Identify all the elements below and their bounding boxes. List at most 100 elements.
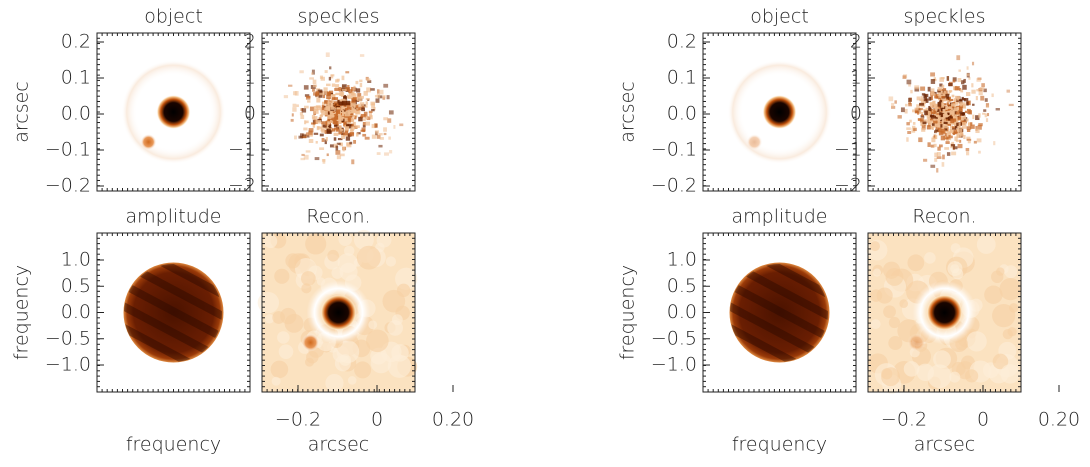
speckle	[322, 91, 328, 95]
speckle	[904, 108, 908, 114]
speckle	[333, 97, 339, 101]
speckle	[923, 119, 929, 124]
speckle	[355, 80, 359, 85]
speckle	[964, 110, 967, 114]
speckle	[959, 139, 962, 143]
speckle	[345, 122, 350, 128]
x-axis-label: frequency	[126, 434, 221, 456]
speckle	[954, 129, 957, 134]
speckle	[318, 94, 323, 98]
recon-noise	[343, 245, 355, 257]
speckle	[963, 78, 966, 83]
speckle	[301, 108, 307, 113]
speckle	[920, 96, 923, 100]
speckle	[983, 109, 987, 112]
speckle	[351, 123, 354, 127]
speckle	[304, 135, 310, 138]
speckle	[922, 121, 927, 125]
speckle	[985, 118, 989, 123]
speckle	[947, 116, 953, 121]
speckle	[963, 114, 966, 120]
y-tick-label: −0.1	[45, 139, 91, 161]
y-tick-label: 1.0	[61, 249, 91, 271]
speckle	[944, 137, 949, 140]
x-axis-label: arcsec	[914, 434, 976, 456]
speckle	[338, 86, 342, 90]
speckle	[952, 126, 956, 129]
panel-title: amplitude	[731, 206, 827, 228]
speckle	[308, 128, 314, 133]
speckle	[336, 142, 341, 145]
speckle	[935, 129, 940, 132]
speckle	[942, 113, 948, 118]
speckle	[919, 102, 925, 106]
recon-noise	[354, 361, 372, 379]
speckle	[991, 93, 994, 98]
recon-noise	[924, 252, 936, 264]
speckle	[971, 61, 975, 66]
speckle	[336, 120, 342, 124]
x-tick-label: −0.2	[881, 409, 927, 431]
speckle	[962, 102, 966, 106]
fringe	[124, 287, 222, 362]
speckle	[952, 79, 956, 83]
speckle	[307, 100, 311, 103]
speckle	[331, 128, 336, 132]
recon-noise	[996, 267, 1005, 276]
recon-noise	[385, 256, 397, 267]
speckle	[952, 130, 955, 136]
speckle	[961, 98, 966, 101]
speckle	[330, 115, 335, 118]
speckle	[343, 121, 347, 125]
speckle	[329, 66, 332, 70]
speckle	[971, 89, 976, 94]
speckle	[330, 119, 334, 123]
speckle	[959, 113, 962, 117]
speckle	[945, 107, 951, 111]
speckle	[910, 89, 913, 94]
speckle	[357, 107, 360, 111]
speckle	[935, 107, 941, 111]
recon-noise	[264, 313, 275, 324]
recon-noise	[325, 373, 344, 393]
star	[762, 95, 797, 129]
speckle	[909, 119, 912, 123]
speckle	[959, 111, 963, 115]
speckle	[339, 128, 344, 132]
speckle	[304, 120, 307, 125]
speckle	[920, 86, 926, 91]
speckle	[891, 105, 896, 109]
speckle	[966, 101, 969, 106]
speckle	[944, 119, 950, 124]
speckle	[361, 127, 366, 132]
speckle	[309, 77, 314, 80]
speckle	[940, 124, 943, 128]
recon-noise	[339, 354, 352, 366]
speckle	[319, 92, 324, 96]
speckle	[957, 143, 963, 149]
speckle	[371, 134, 377, 139]
speckle	[321, 111, 326, 116]
speckle	[357, 103, 360, 106]
recon-companion	[301, 333, 320, 352]
speckle	[334, 127, 338, 130]
speckle	[311, 114, 316, 119]
speckle	[952, 102, 956, 105]
speckle	[338, 131, 343, 135]
speckle	[946, 133, 952, 137]
speckle	[977, 124, 982, 130]
speckle	[306, 132, 309, 136]
speckle	[966, 66, 969, 70]
speckle	[941, 94, 947, 98]
speckle	[956, 55, 961, 61]
y-tick-label: −2	[228, 175, 256, 197]
speckle	[371, 104, 375, 109]
speckle	[327, 101, 331, 107]
speckle	[351, 159, 355, 165]
recon-noise	[305, 233, 327, 255]
speckle	[344, 116, 349, 122]
speckle	[925, 114, 929, 117]
speckle	[374, 130, 380, 134]
speckle	[336, 109, 341, 114]
speckle	[353, 115, 356, 118]
